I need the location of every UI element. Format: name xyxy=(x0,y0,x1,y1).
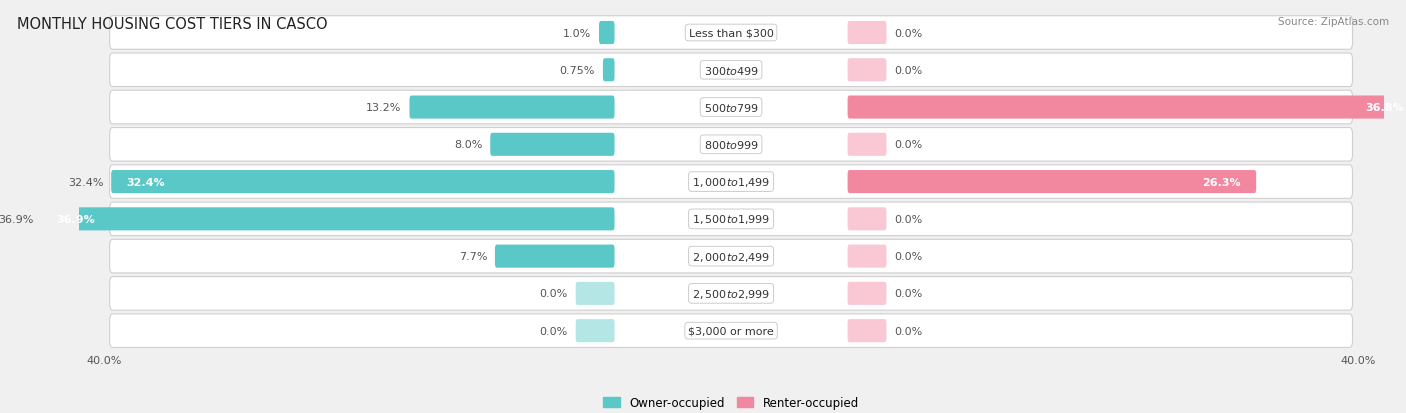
FancyBboxPatch shape xyxy=(599,22,614,45)
Text: 7.7%: 7.7% xyxy=(458,252,486,261)
FancyBboxPatch shape xyxy=(848,22,886,45)
FancyBboxPatch shape xyxy=(848,319,886,342)
Text: Source: ZipAtlas.com: Source: ZipAtlas.com xyxy=(1278,17,1389,26)
FancyBboxPatch shape xyxy=(848,59,886,82)
FancyBboxPatch shape xyxy=(848,171,1256,194)
FancyBboxPatch shape xyxy=(495,245,614,268)
Text: 0.0%: 0.0% xyxy=(894,289,922,299)
Text: $2,500 to $2,999: $2,500 to $2,999 xyxy=(692,287,770,300)
Text: 0.0%: 0.0% xyxy=(894,28,922,38)
FancyBboxPatch shape xyxy=(110,54,1353,87)
FancyBboxPatch shape xyxy=(110,166,1353,199)
Text: MONTHLY HOUSING COST TIERS IN CASCO: MONTHLY HOUSING COST TIERS IN CASCO xyxy=(17,17,328,31)
FancyBboxPatch shape xyxy=(110,203,1353,236)
FancyBboxPatch shape xyxy=(575,282,614,305)
Text: 0.0%: 0.0% xyxy=(894,326,922,336)
FancyBboxPatch shape xyxy=(848,133,886,157)
Text: 36.9%: 36.9% xyxy=(0,214,34,224)
FancyBboxPatch shape xyxy=(848,208,886,231)
FancyBboxPatch shape xyxy=(110,277,1353,311)
Text: 8.0%: 8.0% xyxy=(454,140,482,150)
Text: 32.4%: 32.4% xyxy=(67,177,104,187)
Text: 0.0%: 0.0% xyxy=(894,140,922,150)
Text: 0.75%: 0.75% xyxy=(560,66,595,76)
Text: 36.8%: 36.8% xyxy=(1365,103,1403,113)
FancyBboxPatch shape xyxy=(575,319,614,342)
FancyBboxPatch shape xyxy=(603,59,614,82)
Text: 13.2%: 13.2% xyxy=(367,103,402,113)
Text: $2,000 to $2,499: $2,000 to $2,499 xyxy=(692,250,770,263)
FancyBboxPatch shape xyxy=(491,133,614,157)
Text: 26.3%: 26.3% xyxy=(1202,177,1240,187)
FancyBboxPatch shape xyxy=(848,245,886,268)
Text: 32.4%: 32.4% xyxy=(127,177,166,187)
FancyBboxPatch shape xyxy=(110,240,1353,273)
Text: 0.0%: 0.0% xyxy=(894,252,922,261)
Text: $3,000 or more: $3,000 or more xyxy=(688,326,773,336)
FancyBboxPatch shape xyxy=(110,91,1353,124)
FancyBboxPatch shape xyxy=(848,282,886,305)
Text: $500 to $799: $500 to $799 xyxy=(703,102,758,114)
Text: $300 to $499: $300 to $499 xyxy=(703,64,758,76)
Text: Less than $300: Less than $300 xyxy=(689,28,773,38)
Text: 40.0%: 40.0% xyxy=(1340,355,1376,365)
Text: $800 to $999: $800 to $999 xyxy=(703,139,758,151)
Text: $1,500 to $1,999: $1,500 to $1,999 xyxy=(692,213,770,226)
Text: 0.0%: 0.0% xyxy=(894,214,922,224)
FancyBboxPatch shape xyxy=(111,171,614,194)
FancyBboxPatch shape xyxy=(110,128,1353,162)
Text: 0.0%: 0.0% xyxy=(540,326,568,336)
Legend: Owner-occupied, Renter-occupied: Owner-occupied, Renter-occupied xyxy=(599,391,863,413)
Text: 0.0%: 0.0% xyxy=(894,66,922,76)
FancyBboxPatch shape xyxy=(110,314,1353,348)
FancyBboxPatch shape xyxy=(409,96,614,119)
Text: 36.9%: 36.9% xyxy=(56,214,96,224)
FancyBboxPatch shape xyxy=(41,208,614,231)
FancyBboxPatch shape xyxy=(848,96,1406,119)
Text: 0.0%: 0.0% xyxy=(540,289,568,299)
Text: 40.0%: 40.0% xyxy=(86,355,122,365)
Text: 1.0%: 1.0% xyxy=(562,28,592,38)
Text: $1,000 to $1,499: $1,000 to $1,499 xyxy=(692,176,770,189)
FancyBboxPatch shape xyxy=(110,17,1353,50)
